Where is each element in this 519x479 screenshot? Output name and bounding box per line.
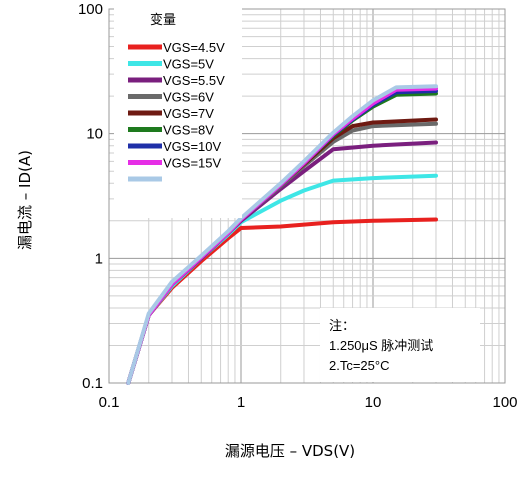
note-line-3: 2.Tc=25°C [329,358,389,373]
y-tick-label: 100 [78,1,103,18]
series-line-9 [126,84,438,385]
x-tick-label: 10 [365,394,382,411]
y-tick-label: 10 [86,126,103,143]
x-axis-ticks: 0.1 1 10 100 [99,394,518,411]
note-line-1: 注： [329,318,355,333]
legend-label-5: VGS=7V [163,106,214,121]
legend-label-3: VGS=5.5V [163,73,225,88]
y-tick-label: 1 [95,250,103,267]
legend-label-2: VGS=5V [163,57,214,72]
legend: 变量 VGS=4.5VVGS=5VVGS=5.5VVGS=6VVGS=7VVGS… [114,8,242,218]
legend-label-1: VGS=4.5V [163,40,225,55]
note-background [320,308,480,382]
y-axis-label: 漏电流 – ID(A) [16,150,34,250]
note-line-2: 1.250μS 脉冲测试 [329,338,433,353]
x-tick-label: 0.1 [99,394,120,411]
legend-label-8: VGS=15V [163,156,222,171]
legend-title: 变量 [150,12,176,28]
x-axis-label: 漏源电压 – VDS(V) [225,442,355,460]
series-layer [126,84,438,385]
legend-label-4: VGS=6V [163,90,214,105]
legend-label-6: VGS=8V [163,123,214,138]
legend-label-7: VGS=10V [163,139,222,154]
y-axis-ticks: 0.1 1 10 100 [78,1,103,392]
x-tick-label: 1 [237,394,245,411]
y-tick-label: 0.1 [82,375,103,392]
plot-area-frame [108,8,506,384]
note-box: 注： 1.250μS 脉冲测试 2.Tc=25°C [320,308,480,382]
x-tick-label: 100 [492,394,517,411]
